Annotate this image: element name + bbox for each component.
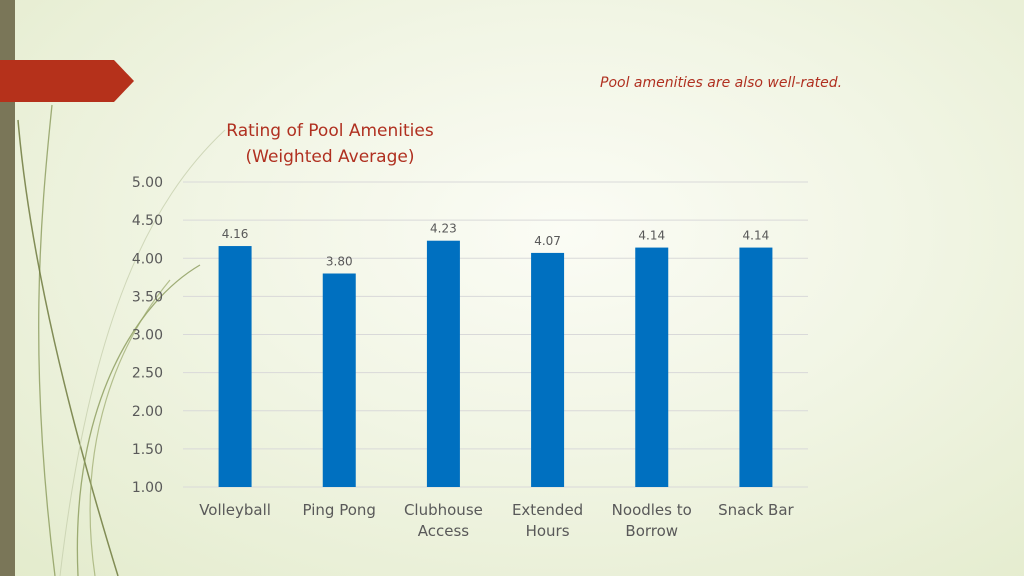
slide-subtitle: Pool amenities are also well-rated. xyxy=(600,75,843,91)
x-category-label: Extended xyxy=(512,501,583,519)
bar xyxy=(635,247,669,487)
y-tick-label: 1.50 xyxy=(132,442,163,458)
chart-title: Rating of Pool Amenities (Weighted Avera… xyxy=(180,118,480,170)
data-label: 3.80 xyxy=(326,255,353,269)
bar xyxy=(531,252,565,487)
data-label: 4.07 xyxy=(534,234,561,248)
x-category-label: Access xyxy=(418,522,470,540)
left-accent-bar xyxy=(0,0,15,576)
y-tick-label: 3.50 xyxy=(132,289,163,305)
x-category-label: Clubhouse xyxy=(404,501,483,519)
bar xyxy=(426,240,460,487)
x-category-label: Snack Bar xyxy=(718,501,794,519)
decorative-curves xyxy=(17,104,226,576)
x-category-label: Noodles to xyxy=(612,501,692,519)
bar xyxy=(218,246,252,487)
data-label: 4.14 xyxy=(743,229,770,243)
data-label: 4.16 xyxy=(222,227,249,241)
y-tick-label: 4.50 xyxy=(132,213,163,229)
data-label: 4.14 xyxy=(638,229,665,243)
y-tick-label: 3.00 xyxy=(132,328,163,344)
chart-title-line-2: (Weighted Average) xyxy=(245,147,415,167)
y-tick-label: 1.00 xyxy=(132,480,163,496)
y-tick-label: 4.00 xyxy=(132,251,163,267)
x-category-label: Ping Pong xyxy=(303,501,376,519)
x-category-label: Volleyball xyxy=(199,501,271,519)
bar xyxy=(322,273,356,487)
red-arrow-accent xyxy=(0,60,134,102)
y-tick-label: 2.00 xyxy=(132,404,163,420)
x-category-label: Hours xyxy=(526,522,570,540)
y-tick-label: 2.50 xyxy=(132,366,163,382)
chart-title-line-1: Rating of Pool Amenities xyxy=(226,121,434,141)
x-category-label: Borrow xyxy=(625,522,678,540)
y-tick-label: 5.00 xyxy=(132,175,163,191)
bar xyxy=(739,247,773,487)
data-label: 4.23 xyxy=(430,222,457,236)
